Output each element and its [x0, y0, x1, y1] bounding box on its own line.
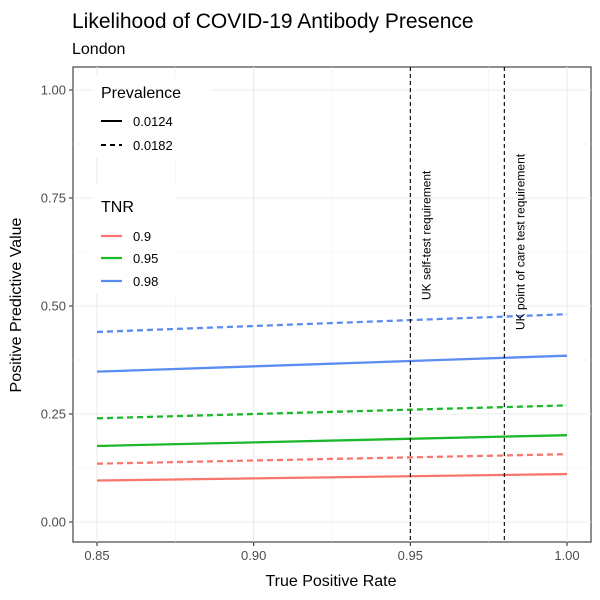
- reference-line-label-2: UK point of care test requirement: [513, 153, 527, 330]
- y-tick-label: 1.00: [41, 83, 66, 98]
- chart-subtitle: London: [72, 41, 125, 58]
- chart-title: Likelihood of COVID-19 Antibody Presence: [72, 10, 474, 33]
- x-tick-label: 0.95: [398, 548, 423, 563]
- legend-tnr: TNR 0.9 0.95 0.98: [92, 184, 176, 294]
- reference-lines: UK self-test requirement UK point of care…: [409, 67, 527, 542]
- series-line-tnr-0_95-prev-0_0124: [96, 434, 568, 448]
- x-axis-title: True Positive Rate: [265, 573, 396, 590]
- legend-tnr-title: TNR: [101, 199, 134, 216]
- legend-tnr-label-3: 0.98: [133, 274, 158, 289]
- legend-tnr-label-2: 0.95: [133, 251, 158, 266]
- series-line-tnr-0_9-prev-0_0124: [96, 472, 568, 482]
- y-axis-ticks: 0.00 0.25 0.50 0.75 1.00: [41, 83, 73, 530]
- legend-prevalence: Prevalence 0.0124 0.0182: [92, 76, 212, 158]
- y-axis-title: Positive Predictive Value: [8, 217, 25, 392]
- series-line-tnr-0_9-prev-0_0182: [96, 453, 568, 465]
- y-tick-label: 0.25: [41, 407, 66, 422]
- y-tick-label: 0.00: [41, 515, 66, 530]
- x-tick-label: 0.85: [84, 548, 109, 563]
- series-layer: [96, 313, 568, 482]
- series-line-tnr-0_98-prev-0_0124: [96, 354, 568, 373]
- series-line-tnr-0_98-prev-0_0182: [96, 313, 568, 334]
- legend-tnr-background: [92, 184, 176, 294]
- x-tick-label: 1.00: [554, 548, 579, 563]
- series-line-tnr-0_95-prev-0_0182: [96, 404, 568, 420]
- y-tick-label: 0.50: [41, 299, 66, 314]
- legend-prevalence-label-2: 0.0182: [133, 138, 173, 153]
- x-axis-ticks: 0.85 0.90 0.95 1.00: [84, 542, 580, 563]
- reference-line-label-1: UK self-test requirement: [419, 170, 433, 300]
- legend-prevalence-label-1: 0.0124: [133, 114, 173, 129]
- legend-tnr-label-1: 0.9: [133, 229, 151, 244]
- x-tick-label: 0.90: [241, 548, 266, 563]
- legend-prevalence-title: Prevalence: [101, 85, 181, 102]
- y-tick-label: 0.75: [41, 191, 66, 206]
